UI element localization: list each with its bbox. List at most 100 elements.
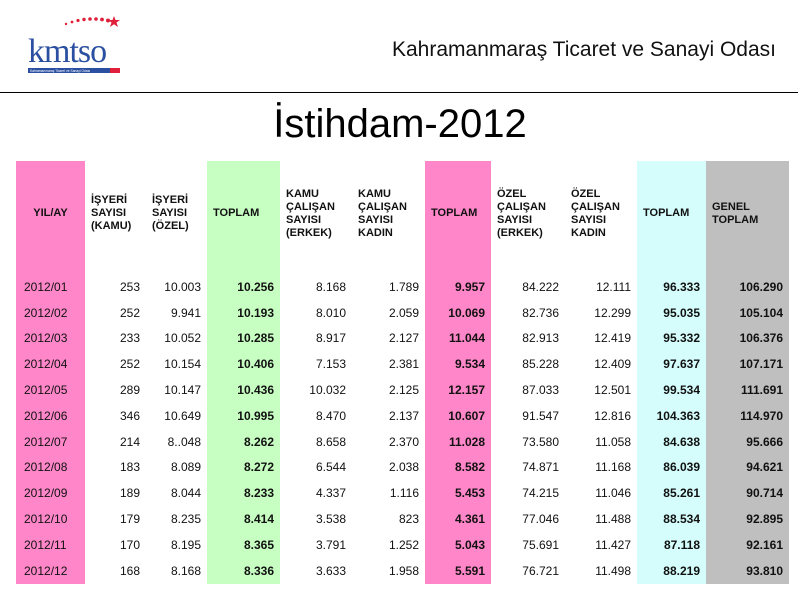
cell-year-month: 2012/02	[16, 299, 85, 326]
cell-private-male: 82.913	[522, 331, 559, 346]
cell-private-total: 97.637	[637, 351, 706, 378]
cell-public-female: 823	[398, 512, 419, 527]
cell-public-total: 8.582	[425, 454, 491, 481]
table-row: 2012/11 170 8.195 8.365 3.791 1.252 5.043 75.69…	[16, 531, 789, 558]
col-header-workplaces-total: TOPLAM	[207, 161, 280, 266]
cell-public-male: 4.337	[315, 486, 346, 501]
cell-private-total: 88.534	[637, 506, 706, 532]
cell-private-total: 99.534	[637, 377, 706, 403]
cell-private-male: 74.871	[522, 460, 559, 475]
cell-private-male: 76.721	[522, 563, 559, 578]
cell-public-male: 8.470	[315, 408, 346, 423]
cell-private-female: 11.168	[595, 460, 631, 475]
cell-public-female: 2.038	[388, 460, 419, 475]
cell-workplaces-total: 10.285	[207, 325, 280, 352]
employment-table: YIL/AY İŞYERİ SAYISI (KAMU) İŞYERİ SAYIS…	[16, 161, 789, 584]
cell-private-female: 11.488	[595, 512, 631, 527]
cell-year-month: 2012/08	[16, 454, 85, 481]
page-title: İstihdam-2012	[273, 102, 527, 146]
cell-private-male: 85.228	[522, 357, 559, 372]
slide-header: kmtso Kahramanmaraş Ticaret ve Sanayi Od…	[0, 0, 798, 93]
cell-workplaces-total: 8.262	[207, 428, 280, 455]
cell-grand-total: 92.895	[706, 506, 789, 532]
cell-public-female: 2.127	[388, 331, 419, 346]
organization-name: Kahramanmaraş Ticaret ve Sanayi Odası	[391, 38, 776, 61]
cell-grand-total: 106.376	[706, 325, 789, 352]
cell-public-female: 1.958	[388, 563, 419, 578]
table-row: 2012/05 289 10.147 10.436 10.032 2.125 12.157 8…	[16, 377, 789, 403]
cell-public-total: 10.607	[425, 402, 491, 429]
cell-year-month: 2012/06	[16, 402, 85, 429]
cell-workplaces-total: 10.406	[207, 351, 280, 378]
cell-year-month: 2012/09	[16, 480, 85, 507]
cell-public-total: 11.044	[425, 325, 491, 352]
cell-private-male: 73.580	[522, 434, 559, 449]
cell-workplaces-private: 10.003	[164, 279, 201, 294]
cell-workplaces-public: 189	[119, 486, 140, 501]
cell-public-total: 9.957	[425, 274, 491, 300]
cell-private-total: 95.332	[637, 325, 706, 352]
table-row: 2012/01 253 10.003 10.256 8.168 1.789 9.957 84.…	[16, 274, 789, 300]
cell-private-total: 95.035	[637, 299, 706, 326]
cell-workplaces-private: 10.154	[164, 357, 201, 372]
col-header-private-employees-total: TOPLAM	[637, 161, 706, 266]
cell-public-female: 1.252	[388, 537, 419, 552]
cell-private-female: 12.419	[594, 331, 631, 346]
cell-public-total: 9.534	[425, 351, 491, 378]
cell-year-month: 2012/05	[16, 377, 85, 403]
cell-private-male: 77.046	[522, 512, 559, 527]
col-header-public-employees-total: TOPLAM	[425, 161, 491, 266]
cell-private-total: 104.363	[637, 402, 706, 429]
cell-private-female: 12.501	[594, 383, 631, 398]
cell-public-female: 1.116	[389, 486, 419, 501]
cell-workplaces-private: 8.168	[170, 563, 201, 578]
cell-grand-total: 93.810	[706, 557, 789, 584]
cell-public-male: 8.010	[315, 305, 346, 320]
cell-private-total: 86.039	[637, 454, 706, 481]
col-header-public-employees-male: KAMU ÇALIŞAN SAYISI (ERKEK)	[286, 187, 335, 239]
table-row: 2012/12 168 8.168 8.336 3.633 1.958 5.591 76.72…	[16, 557, 789, 584]
cell-public-total: 11.028	[425, 428, 491, 455]
cell-grand-total: 107.171	[706, 351, 789, 378]
cell-private-female: 11.058	[595, 434, 631, 449]
table-row: 2012/10 179 8.235 8.414 3.538 823 4.361 77.046 1…	[16, 506, 789, 532]
cell-workplaces-total: 8.365	[207, 531, 280, 558]
cell-workplaces-private: 8.089	[170, 460, 201, 475]
cell-public-total: 10.069	[425, 299, 491, 326]
cell-workplaces-total: 10.256	[207, 274, 280, 300]
cell-workplaces-private: 10.147	[164, 383, 201, 398]
cell-workplaces-private: 8.235	[170, 512, 201, 527]
cell-private-female: 11.427	[595, 537, 631, 552]
cell-public-female: 1.789	[388, 279, 419, 294]
cell-workplaces-private: 9.941	[170, 305, 201, 320]
cell-year-month: 2012/10	[16, 506, 85, 532]
table-row: 2012/06 346 10.649 10.995 8.470 2.137 10.607 91…	[16, 402, 789, 429]
cell-public-male: 3.633	[315, 563, 346, 578]
cell-workplaces-public: 168	[119, 563, 140, 578]
cell-public-total: 5.453	[425, 480, 491, 507]
cell-workplaces-private: 8..048	[167, 434, 201, 449]
cell-workplaces-total: 10.436	[207, 377, 280, 403]
cell-private-male: 87.033	[522, 383, 559, 398]
table-row: 2012/09 189 8.044 8.233 4.337 1.116 5.453 74.21…	[16, 480, 789, 507]
cell-private-female: 11.046	[595, 486, 631, 501]
cell-private-total: 96.333	[637, 274, 706, 300]
cell-private-female: 11.498	[595, 563, 631, 578]
col-header-grand-total: GENEL TOPLAM	[706, 161, 789, 266]
cell-public-male: 6.544	[315, 460, 346, 475]
table-header-row: YIL/AY İŞYERİ SAYISI (KAMU) İŞYERİ SAYIS…	[16, 161, 789, 266]
cell-private-male: 91.547	[522, 408, 559, 423]
cell-grand-total: 105.104	[706, 299, 789, 326]
cell-public-male: 8.917	[315, 331, 346, 346]
cell-private-total: 84.638	[637, 428, 706, 455]
cell-public-total: 5.591	[425, 557, 491, 584]
cell-private-male: 84.222	[522, 279, 559, 294]
table-row: 2012/03 233 10.052 10.285 8.917 2.127 11.044 82…	[16, 325, 789, 352]
cell-year-month: 2012/03	[16, 325, 85, 352]
cell-workplaces-total: 8.233	[207, 480, 280, 507]
col-header-private-employees-male: ÖZEL ÇALIŞAN SAYISI (ERKEK)	[497, 187, 546, 239]
table-body: 2012/01 253 10.003 10.256 8.168 1.789 9.957 84.…	[16, 266, 789, 584]
cell-public-total: 5.043	[425, 531, 491, 558]
cell-workplaces-total: 10.193	[207, 299, 280, 326]
cell-public-male: 7.153	[315, 357, 346, 372]
